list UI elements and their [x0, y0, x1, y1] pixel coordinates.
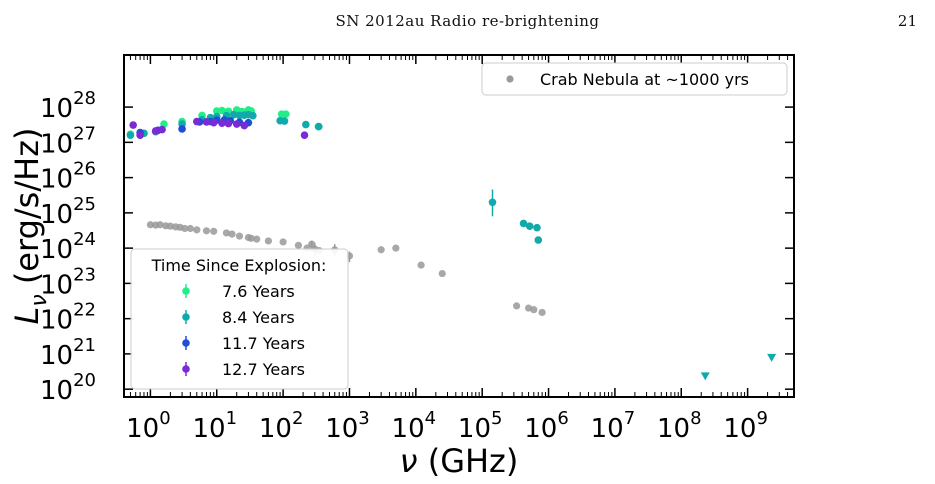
crab-point: [279, 238, 287, 246]
series-point: [218, 106, 226, 115]
series-point: [302, 120, 310, 129]
x-tick-label: 101: [192, 408, 237, 444]
plot-frame: [123, 54, 795, 398]
crab-point: [202, 227, 211, 235]
crab-point: [210, 227, 218, 235]
sn2012au-series: [126, 106, 543, 244]
upper-limit-marker: [700, 372, 710, 381]
crab-point: [193, 226, 201, 234]
series-point: [218, 119, 226, 127]
upper-limit-markers: [700, 353, 777, 381]
crab-legend: Crab Nebula at ~1000 yrs: [481, 62, 788, 96]
y-tick-label: 1023: [40, 264, 96, 300]
legend-series-label: 8.4 Years: [222, 308, 295, 327]
series-point: [249, 111, 257, 120]
legend-marker: [182, 287, 190, 295]
crab-point: [377, 246, 385, 254]
series-point: [300, 131, 309, 139]
x-axis-label: ν (GHz): [400, 442, 519, 480]
series-point: [315, 122, 323, 131]
crab-point: [146, 221, 155, 229]
legend-marker: [182, 313, 190, 321]
y-tick-label: 1021: [40, 335, 96, 371]
x-tick-label: 102: [259, 408, 304, 444]
series-point: [519, 219, 528, 228]
crab-point: [530, 306, 538, 314]
legend-series-label: 12.7 Years: [222, 360, 305, 379]
legend-marker: [182, 339, 190, 347]
series-point: [158, 125, 166, 134]
y-tick-label: 1020: [40, 370, 96, 406]
series-point: [178, 125, 186, 133]
series-point: [488, 198, 497, 207]
series-point: [280, 117, 289, 125]
crab-point: [156, 221, 164, 229]
page-header: SN 2012au Radio re-brightening 21: [0, 8, 935, 32]
running-title: SN 2012au Radio re-brightening: [335, 12, 600, 30]
crab-point: [538, 308, 546, 317]
series-point: [533, 223, 541, 232]
series-point: [136, 131, 144, 139]
series-point: [209, 118, 218, 127]
crab-point: [264, 237, 272, 245]
series-point: [525, 222, 534, 230]
series-point: [240, 121, 249, 130]
series-legend: Time Since Explosion: 7.6 Years 8.4 Years 1…: [130, 248, 349, 390]
series-point: [192, 117, 201, 126]
page-number: 21: [897, 12, 917, 30]
series-point: [229, 110, 238, 119]
y-tick-label: 1024: [40, 229, 96, 265]
series-point: [282, 110, 290, 118]
x-tick-label: 105: [458, 408, 503, 444]
upper-limit-marker: [767, 353, 777, 362]
crab-point: [392, 244, 400, 252]
crab-point: [253, 235, 261, 243]
crab-legend-label: Crab Nebula at ~1000 yrs: [540, 70, 749, 89]
series-point: [534, 236, 543, 244]
series-point: [151, 127, 160, 135]
y-tick-label: 1025: [40, 194, 96, 230]
series-point: [126, 131, 135, 139]
y-tick-label: 1026: [40, 159, 96, 195]
x-tick-label: 100: [126, 408, 171, 444]
crab-point: [438, 269, 446, 278]
crab-point: [228, 230, 236, 238]
crab-point: [181, 224, 189, 233]
x-tick-label: 103: [325, 408, 370, 444]
legend-series-label: 7.6 Years: [222, 282, 295, 301]
crab-point: [247, 234, 255, 242]
crab-point: [222, 229, 231, 237]
y-tick-label: 1022: [40, 300, 96, 336]
y-tick-label: 1027: [40, 123, 96, 159]
crab-point: [512, 302, 521, 310]
x-tick-label: 104: [392, 408, 437, 444]
series-legend-title: Time Since Explosion:: [151, 256, 327, 275]
x-tick-label: 107: [591, 408, 636, 444]
x-tick-label: 109: [723, 408, 768, 444]
crab-point: [417, 261, 425, 269]
crab-legend-box: [481, 62, 788, 96]
crab-point: [235, 232, 244, 240]
series-point: [232, 120, 241, 128]
x-tick-label: 106: [524, 408, 569, 444]
crab-legend-marker: [506, 75, 514, 83]
series-point: [202, 118, 211, 126]
series-point: [129, 121, 137, 129]
axis-ticks: 100 101 102 103 104 105 106 107 108 1091020102110…: [40, 55, 795, 444]
crab-point: [186, 224, 194, 233]
x-tick-label: 108: [657, 408, 702, 444]
crab-point: [166, 222, 174, 230]
legend-marker: [182, 365, 190, 373]
legend-series-label: 11.7 Years: [222, 334, 305, 353]
y-axis-label: Lν (erg/s/Hz): [8, 128, 52, 325]
series-point: [224, 119, 233, 128]
y-tick-label: 1028: [40, 88, 96, 124]
crab-point: [294, 241, 303, 249]
